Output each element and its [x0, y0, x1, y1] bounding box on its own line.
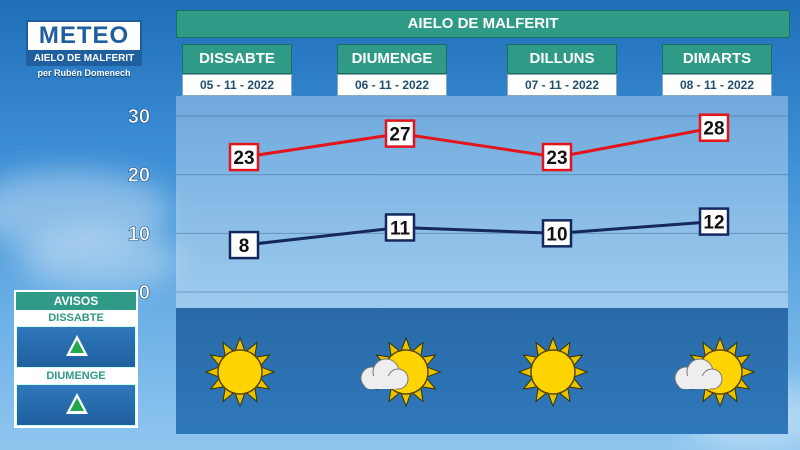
warnings-title: AVISOS: [16, 292, 136, 310]
data-point-box: [384, 213, 416, 242]
y-tick-label: 0: [139, 282, 150, 304]
day-header-3: DILLUNS 07 - 11 - 2022: [507, 44, 617, 96]
warning-box-1: [16, 326, 136, 368]
day-name: DILLUNS: [507, 44, 617, 74]
location-title: AIELO DE MALFERIT: [176, 10, 790, 38]
data-label: 8: [239, 236, 250, 257]
warning-triangle-icon: [66, 335, 88, 356]
warning-day-1: DISSABTE: [16, 310, 136, 326]
logo-title: METEO: [26, 20, 142, 52]
data-point-box: [384, 119, 416, 148]
cloud-icon: [674, 358, 723, 390]
day-header-1: DISSABTE 05 - 11 - 2022: [182, 44, 292, 96]
data-label: 12: [703, 213, 724, 234]
data-label: 10: [546, 224, 567, 245]
data-label: 28: [703, 119, 724, 140]
chart-panel: [176, 96, 788, 308]
data-label: 23: [233, 148, 254, 169]
warning-day-2: DIUMENGE: [16, 368, 136, 384]
y-tick-label: 20: [128, 165, 150, 187]
data-label: 11: [390, 218, 411, 239]
data-label: 27: [389, 125, 410, 146]
day-date: 07 - 11 - 2022: [507, 74, 617, 96]
logo-subtitle: AIELO DE MALFERIT: [26, 52, 142, 66]
data-point-box: [228, 230, 260, 260]
y-tick-label: 10: [128, 223, 150, 245]
sun-icon: [204, 336, 276, 408]
day-date: 06 - 11 - 2022: [337, 74, 447, 96]
cloud-icon: [360, 358, 409, 390]
sun-icon: [517, 336, 589, 408]
day-date: 08 - 11 - 2022: [662, 74, 772, 96]
day-header-4: DIMARTS 08 - 11 - 2022: [662, 44, 772, 96]
y-tick-label: 30: [128, 106, 150, 128]
max-temp-line: [243, 126, 715, 159]
warning-box-2: [16, 384, 136, 426]
logo-author: per Rubén Domenech: [37, 68, 131, 78]
data-point-box: [228, 142, 260, 172]
sun-icon: [684, 336, 756, 408]
day-name: DIMARTS: [662, 44, 772, 74]
day-header-2: DIUMENGE 06 - 11 - 2022: [337, 44, 447, 96]
app-logo: METEO AIELO DE MALFERIT per Rubén Domene…: [26, 20, 142, 80]
day-name: DISSABTE: [182, 44, 292, 74]
data-point-box: [541, 219, 573, 248]
warnings-panel: AVISOS DISSABTE DIUMENGE: [14, 290, 138, 428]
data-point-box: [698, 207, 730, 236]
day-date: 05 - 11 - 2022: [182, 74, 292, 96]
warning-triangle-icon: [66, 393, 88, 414]
data-label: 23: [546, 148, 567, 169]
min-temp-line: [243, 220, 715, 247]
data-point-box: [541, 142, 573, 172]
day-name: DIUMENGE: [337, 44, 447, 74]
data-point-box: [698, 113, 730, 142]
